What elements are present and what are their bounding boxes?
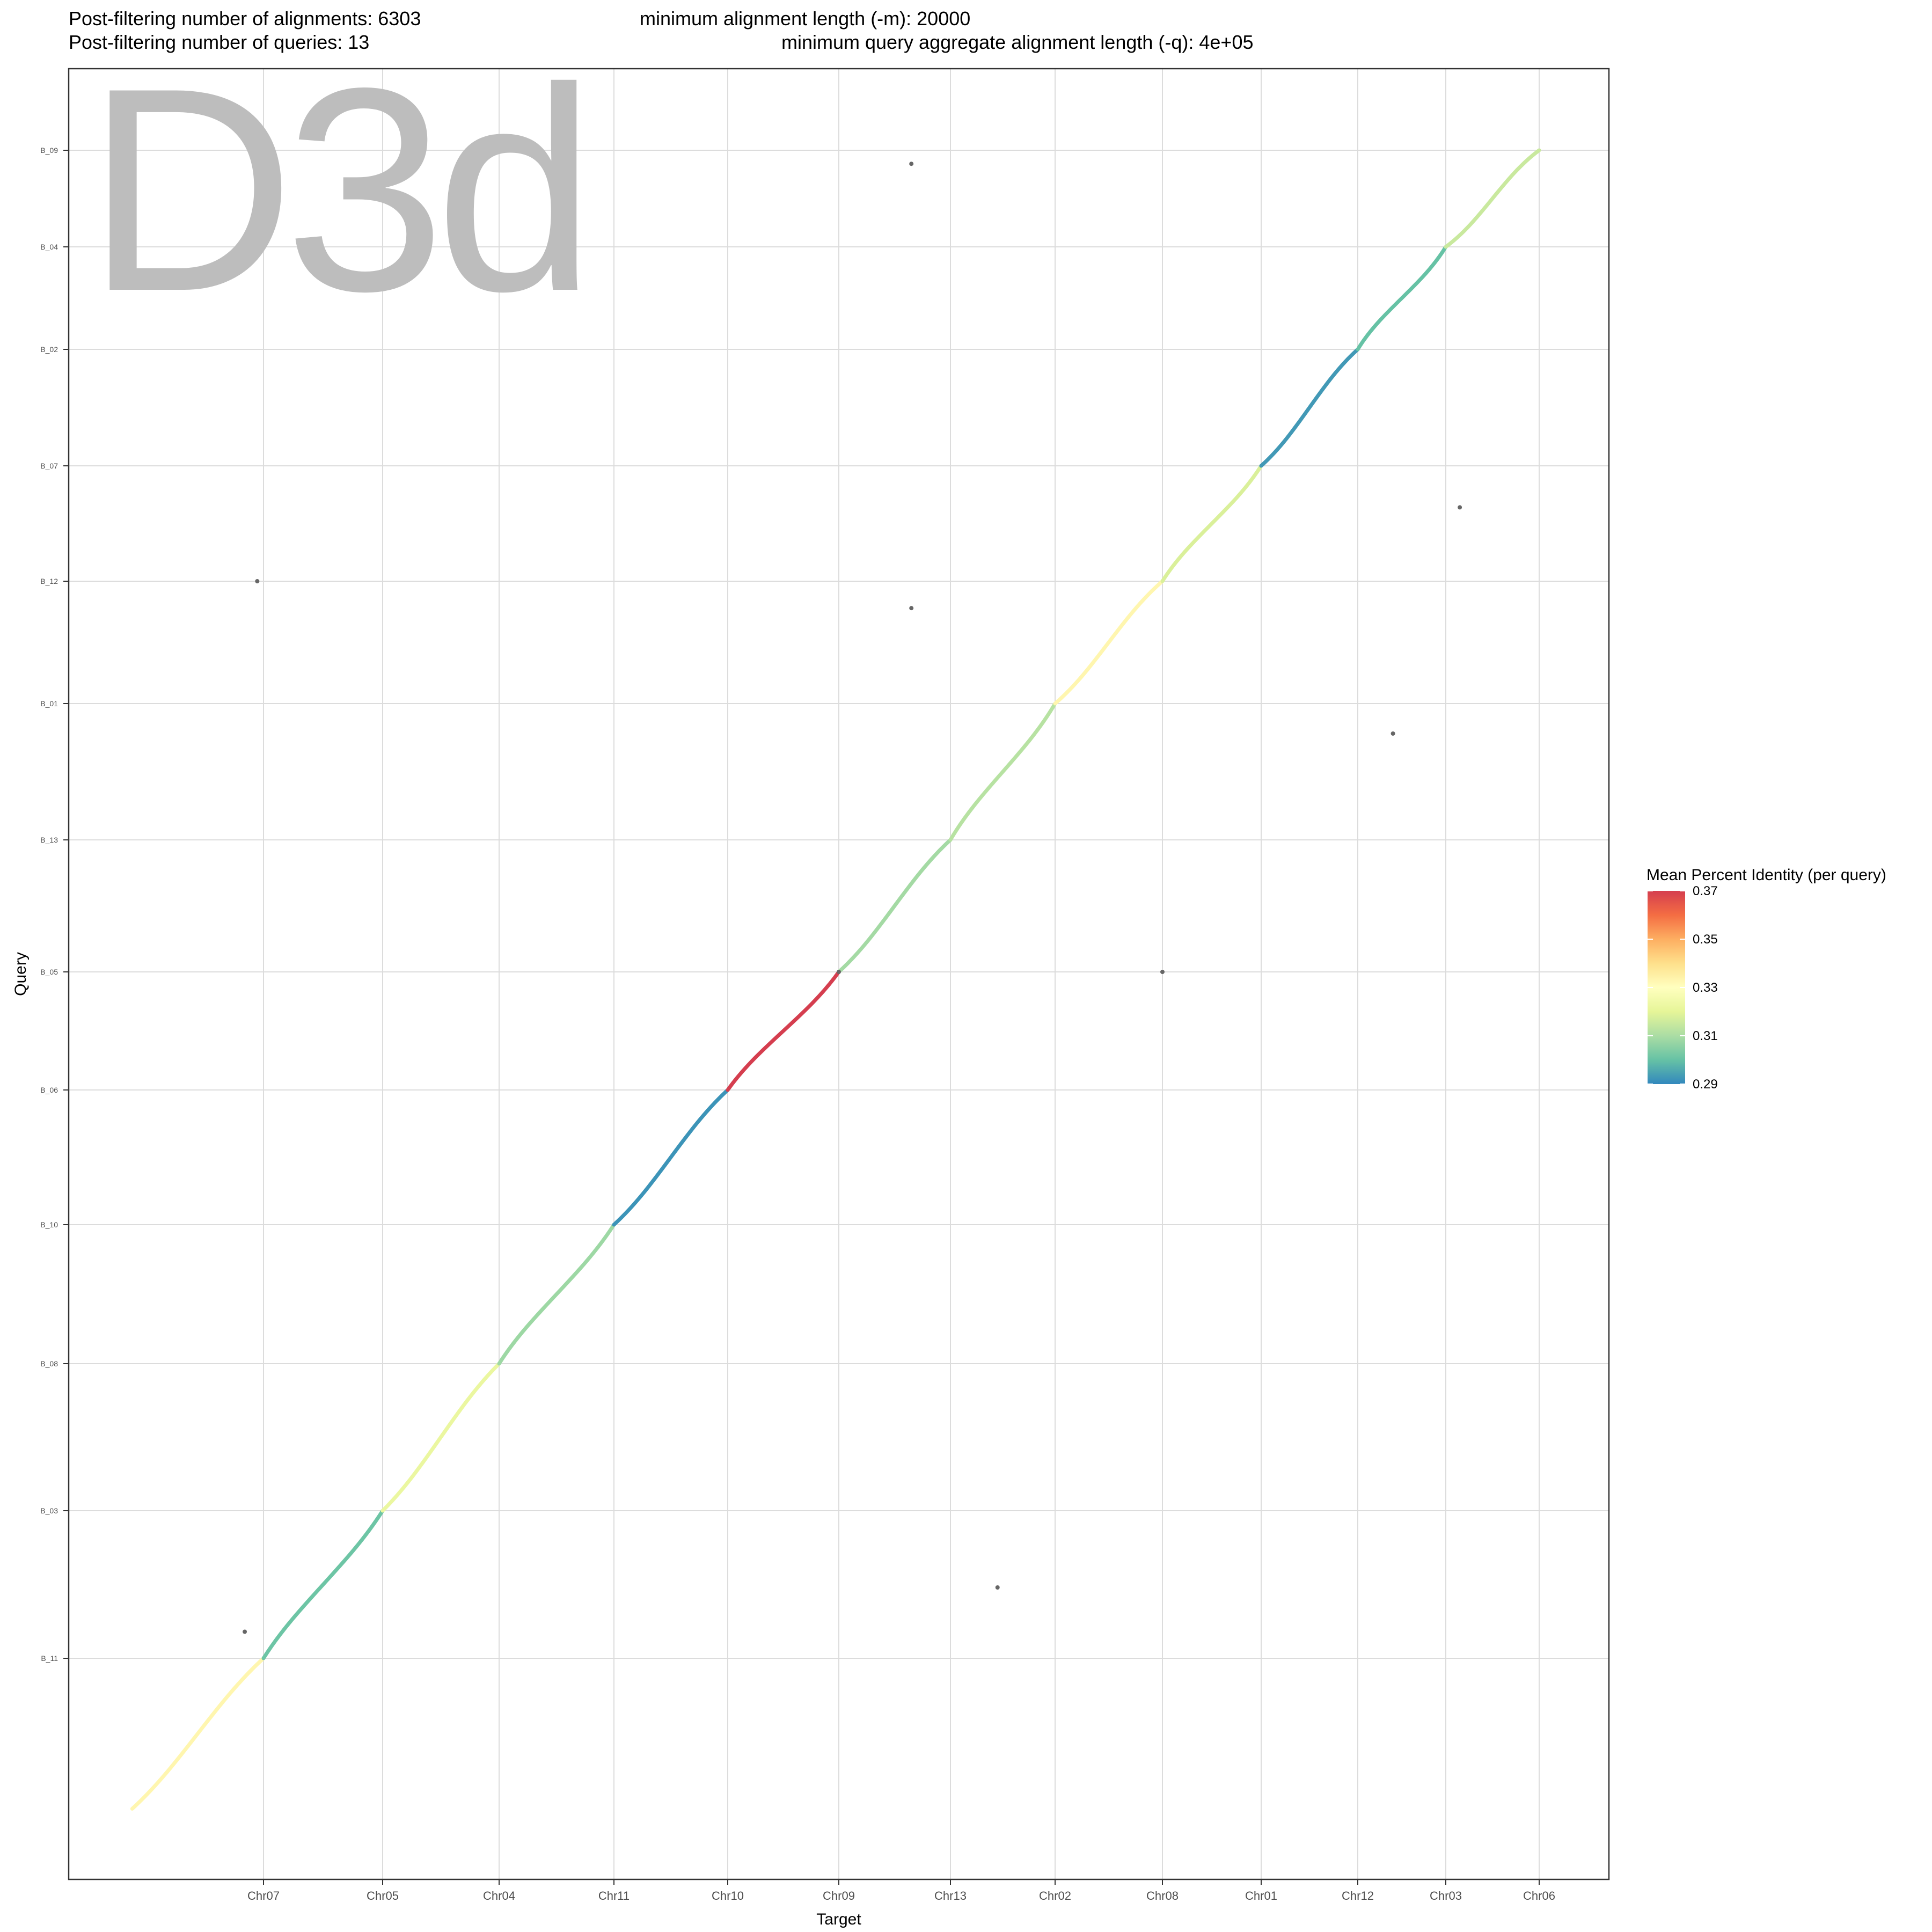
x-tick-label: Chr07 bbox=[247, 1889, 280, 1902]
x-tick-label: Chr08 bbox=[1146, 1889, 1179, 1902]
header-min-query-length: minimum query aggregate alignment length… bbox=[781, 31, 1254, 53]
alignment-segment-b-04 bbox=[1356, 245, 1448, 352]
y-tick-label: B_03 bbox=[40, 1506, 58, 1515]
alignment-segment-b-12 bbox=[1053, 579, 1165, 706]
y-tick-label: B_09 bbox=[40, 146, 58, 155]
alignment-point bbox=[909, 162, 914, 166]
alignment-segment-b-09 bbox=[1444, 148, 1541, 249]
alignment-point bbox=[1160, 970, 1165, 974]
alignment-segment-b-10 bbox=[497, 1223, 616, 1366]
x-tick-label: Chr10 bbox=[712, 1889, 744, 1902]
legend-tick-label: 0.35 bbox=[1693, 932, 1718, 947]
y-tick-label: B_13 bbox=[40, 836, 58, 844]
legend-title: Mean Percent Identity (per query) bbox=[1646, 866, 1886, 884]
watermark-label: D3d bbox=[86, 28, 586, 352]
x-tick-label: Chr12 bbox=[1342, 1889, 1374, 1902]
x-tick-label: Chr02 bbox=[1039, 1889, 1071, 1902]
alignment-segment-b-03 bbox=[261, 1509, 385, 1660]
legend-tick-label: 0.33 bbox=[1693, 980, 1718, 995]
y-tick-label: B_08 bbox=[40, 1359, 58, 1368]
alignment-point bbox=[255, 579, 260, 583]
alignment-segment-b-06 bbox=[612, 1088, 730, 1227]
header-query-count: Post-filtering number of queries: 13 bbox=[69, 31, 370, 53]
y-tick-label: B_01 bbox=[40, 699, 58, 708]
alignment-segment-b-01 bbox=[948, 701, 1057, 842]
x-tick-label: Chr01 bbox=[1245, 1889, 1277, 1902]
alignment-point bbox=[1458, 505, 1462, 510]
alignment-segment-b-05 bbox=[726, 970, 841, 1092]
x-axis-title: Target bbox=[816, 1911, 861, 1928]
legend-tick-label: 0.31 bbox=[1693, 1029, 1718, 1043]
y-tick-label: B_02 bbox=[40, 345, 58, 354]
alignment-segment-b-13 bbox=[837, 838, 953, 974]
legend-tick-label: 0.29 bbox=[1693, 1077, 1718, 1092]
y-tick-label: B_05 bbox=[40, 968, 58, 976]
x-tick-label: Chr13 bbox=[934, 1889, 967, 1902]
x-tick-label: Chr09 bbox=[823, 1889, 855, 1902]
header-alignment-count: Post-filtering number of alignments: 630… bbox=[69, 8, 421, 30]
x-tick-label: Chr05 bbox=[367, 1889, 399, 1902]
alignment-point bbox=[1391, 731, 1395, 736]
alignment-point bbox=[995, 1585, 1000, 1590]
header-min-alignment-length: minimum alignment length (-m): 20000 bbox=[640, 8, 971, 30]
alignment-segment-b-02 bbox=[1259, 347, 1360, 468]
alignment-segment-b-11 bbox=[130, 1656, 266, 1811]
alignment-segment-b-07 bbox=[1160, 464, 1263, 583]
y-tick-label: B_06 bbox=[40, 1086, 58, 1094]
y-tick-label: B_10 bbox=[40, 1220, 58, 1229]
x-tick-label: Chr11 bbox=[598, 1889, 630, 1902]
x-tick-label: Chr03 bbox=[1430, 1889, 1462, 1902]
legend: Mean Percent Identity (per query) 0.37 0.… bbox=[1646, 866, 1886, 1092]
y-axis-title: Query bbox=[12, 952, 30, 996]
y-tick-label: B_04 bbox=[40, 243, 58, 251]
alignment-segment-b-08 bbox=[380, 1362, 501, 1513]
legend-colorbar bbox=[1648, 891, 1685, 1084]
alignment-point bbox=[243, 1629, 247, 1634]
alignment-point bbox=[909, 606, 914, 611]
y-tick-label: B_11 bbox=[41, 1654, 58, 1663]
y-tick-label: B_07 bbox=[40, 462, 58, 470]
alignment-point bbox=[837, 970, 841, 974]
y-tick-label: B_12 bbox=[40, 577, 58, 586]
x-tick-label: Chr04 bbox=[483, 1889, 515, 1902]
legend-tick-label: 0.37 bbox=[1693, 884, 1718, 898]
x-tick-label: Chr06 bbox=[1523, 1889, 1555, 1902]
